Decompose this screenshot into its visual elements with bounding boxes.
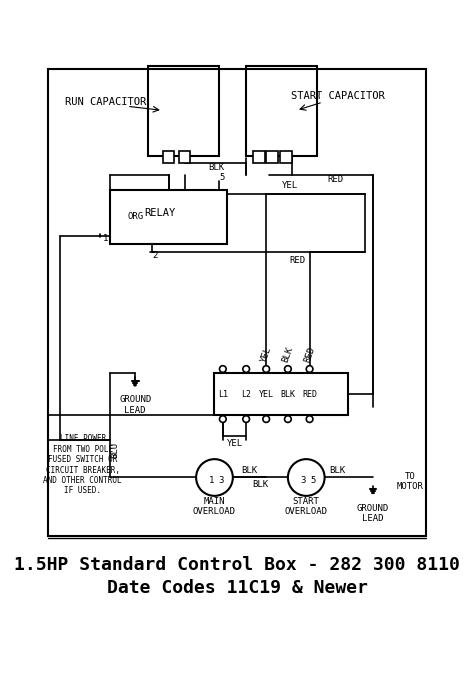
Text: L2: L2 bbox=[241, 390, 251, 399]
Text: START
OVERLOAD: START OVERLOAD bbox=[285, 497, 328, 517]
Text: START CAPACITOR: START CAPACITOR bbox=[291, 92, 385, 101]
Circle shape bbox=[243, 416, 249, 422]
Circle shape bbox=[263, 416, 270, 422]
Text: BLK: BLK bbox=[208, 163, 224, 172]
Bar bbox=[281, 151, 292, 163]
Text: BLK: BLK bbox=[281, 346, 295, 364]
Bar bbox=[179, 151, 190, 163]
Text: 1.5HP Standard Control Box - 282 300 8110: 1.5HP Standard Control Box - 282 300 811… bbox=[14, 556, 460, 574]
Text: BLK: BLK bbox=[241, 466, 257, 475]
Circle shape bbox=[306, 416, 313, 422]
Bar bbox=[110, 190, 227, 244]
Bar bbox=[214, 373, 348, 415]
Text: YEL: YEL bbox=[259, 390, 273, 399]
Text: BLK: BLK bbox=[281, 390, 295, 399]
Bar bbox=[163, 151, 174, 163]
Text: Date Codes 11C19 & Newer: Date Codes 11C19 & Newer bbox=[107, 580, 367, 597]
Circle shape bbox=[219, 365, 226, 372]
Text: RED: RED bbox=[328, 175, 344, 184]
Bar bbox=[266, 151, 278, 163]
Text: YEL: YEL bbox=[227, 439, 243, 447]
Bar bbox=[47, 68, 427, 536]
Text: 2: 2 bbox=[153, 251, 158, 260]
Text: L1: L1 bbox=[218, 390, 228, 399]
Text: ORG: ORG bbox=[127, 212, 143, 221]
Text: BLK: BLK bbox=[329, 466, 345, 475]
Text: RUN CAPACITOR: RUN CAPACITOR bbox=[65, 97, 146, 107]
Circle shape bbox=[263, 365, 270, 372]
Text: 5: 5 bbox=[219, 174, 225, 182]
Circle shape bbox=[243, 365, 249, 372]
Text: 5: 5 bbox=[310, 477, 316, 485]
Text: RELAY: RELAY bbox=[145, 207, 176, 218]
Circle shape bbox=[288, 459, 325, 496]
Text: BLK: BLK bbox=[252, 479, 268, 489]
Text: GROUND
LEAD: GROUND LEAD bbox=[119, 395, 151, 415]
Circle shape bbox=[284, 416, 291, 422]
Text: YEL: YEL bbox=[282, 181, 298, 190]
Circle shape bbox=[284, 365, 291, 372]
Text: 3: 3 bbox=[300, 477, 306, 485]
Text: BLU: BLU bbox=[110, 442, 119, 458]
Text: YEL: YEL bbox=[259, 346, 273, 364]
Text: 1: 1 bbox=[209, 477, 214, 485]
Text: TO
MOTOR: TO MOTOR bbox=[397, 472, 424, 492]
Text: RED: RED bbox=[290, 256, 306, 265]
Text: LINE POWER
FROM TWO POLE
FUSED SWITCH OR
CIRCUIT BREAKER,
AND OTHER CONTROL
IF U: LINE POWER FROM TWO POLE FUSED SWITCH OR… bbox=[43, 435, 122, 496]
Text: 3: 3 bbox=[219, 477, 224, 485]
Circle shape bbox=[306, 365, 313, 372]
Text: RED: RED bbox=[302, 346, 317, 364]
Text: RED: RED bbox=[302, 390, 317, 399]
Bar bbox=[246, 66, 317, 157]
Circle shape bbox=[219, 416, 226, 422]
Bar bbox=[253, 151, 264, 163]
Bar bbox=[148, 66, 219, 157]
Text: GROUND
LEAD: GROUND LEAD bbox=[357, 504, 389, 523]
Text: MAIN
OVERLOAD: MAIN OVERLOAD bbox=[193, 497, 236, 517]
Text: 1: 1 bbox=[102, 235, 108, 243]
Circle shape bbox=[196, 459, 233, 496]
